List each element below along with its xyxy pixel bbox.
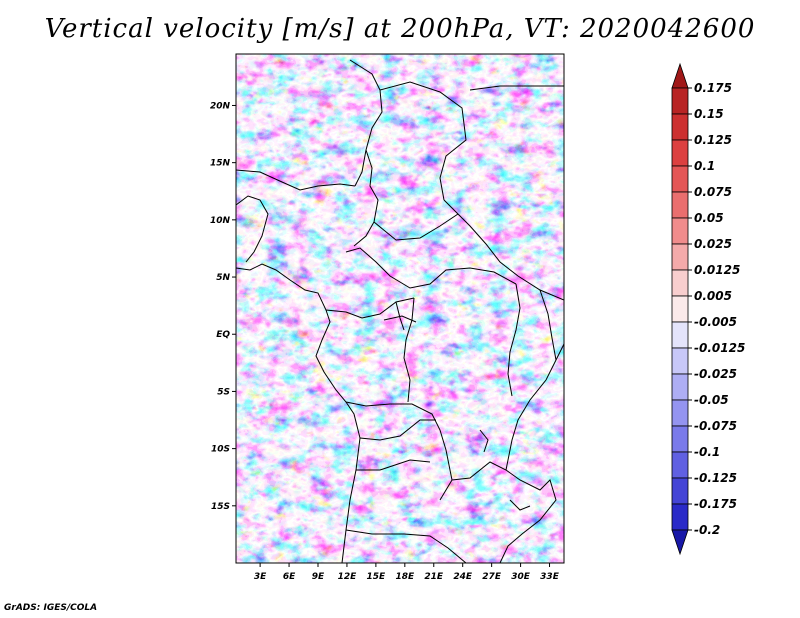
x-tick-label: 24E xyxy=(453,572,473,582)
colorbar-swatch xyxy=(671,191,689,219)
plot-frame xyxy=(235,53,565,564)
velocity-field xyxy=(236,54,564,563)
colorbar-label: 0.025 xyxy=(694,237,732,251)
colorbar-swatch xyxy=(671,269,689,297)
colorbar-label: 0.125 xyxy=(694,133,732,147)
colorbar-label: 0.15 xyxy=(694,107,724,121)
colorbar-swatch xyxy=(671,373,689,401)
colorbar-label: 0.005 xyxy=(694,289,732,303)
colorbar-swatch xyxy=(671,113,689,141)
y-tick-label: 10N xyxy=(210,216,231,226)
y-tick-label: 20N xyxy=(210,101,231,111)
x-tick-label: 27E xyxy=(482,572,502,582)
colorbar-swatch xyxy=(671,425,689,453)
country-borders xyxy=(236,59,564,563)
colorbar: 0.175 0.15 0.125 0.1 0.075 0.05 0.025 0.0125 0.0… xyxy=(671,62,745,556)
y-tick-label: 15N xyxy=(210,159,231,169)
colorbar-label: 0.175 xyxy=(694,81,732,95)
x-tick-label: 6E xyxy=(283,572,296,582)
x-axis: 3E 6E 9E 12E 15E 18E 21E 24E 27E 30E 33E xyxy=(254,563,560,582)
x-tick-label: 18E xyxy=(395,572,415,582)
colorbar-label: -0.075 xyxy=(694,419,737,433)
colorbar-swatch xyxy=(671,321,689,349)
y-tick-label: 5S xyxy=(217,387,230,397)
colorbar-label: 0.0125 xyxy=(694,263,740,277)
y-tick-label: 5N xyxy=(216,273,230,283)
y-tick-label: 10S xyxy=(211,445,230,455)
x-tick-label: 3E xyxy=(254,572,267,582)
colorbar-label: 0.05 xyxy=(694,211,724,225)
x-tick-label: 30E xyxy=(511,572,531,582)
y-tick-label: 15S xyxy=(211,502,230,512)
x-tick-label: 33E xyxy=(540,572,560,582)
colorbar-swatch xyxy=(671,217,689,245)
x-tick-label: 21E xyxy=(424,572,444,582)
colorbar-label: -0.125 xyxy=(694,471,737,485)
colorbar-label: -0.2 xyxy=(694,523,720,537)
colorbar-label: -0.1 xyxy=(694,445,720,459)
colorbar-label: -0.025 xyxy=(694,367,737,381)
x-tick-label: 12E xyxy=(338,572,358,582)
colorbar-swatch xyxy=(671,451,689,479)
colorbar-label: -0.05 xyxy=(694,393,729,407)
colorbar-label: -0.005 xyxy=(694,315,737,329)
y-axis: 20N 15N 10N 5N EQ 5S 10S 15S xyxy=(210,101,236,512)
chart-title: Vertical velocity [m/s] at 200hPa, VT: 2… xyxy=(44,14,756,44)
colorbar-swatch xyxy=(671,399,689,427)
colorbar-label: 0.1 xyxy=(694,159,715,173)
colorbar-swatch xyxy=(671,62,689,89)
x-tick-label: 9E xyxy=(312,572,325,582)
colorbar-label: -0.175 xyxy=(694,497,737,511)
colorbar-swatch xyxy=(671,295,689,323)
colorbar-swatch xyxy=(671,165,689,193)
y-tick-label: EQ xyxy=(216,330,230,340)
colorbar-swatch xyxy=(671,347,689,375)
colorbar-swatch xyxy=(671,503,689,531)
grads-credit: GrADS: IGES/COLA xyxy=(4,603,98,613)
colorbar-swatch xyxy=(671,87,689,115)
colorbar-label: 0.075 xyxy=(694,185,732,199)
colorbar-swatch xyxy=(671,243,689,271)
colorbar-swatch xyxy=(671,529,689,556)
colorbar-label: -0.0125 xyxy=(694,341,745,355)
colorbar-swatch xyxy=(671,477,689,505)
x-tick-label: 15E xyxy=(367,572,387,582)
colorbar-swatch xyxy=(671,139,689,167)
